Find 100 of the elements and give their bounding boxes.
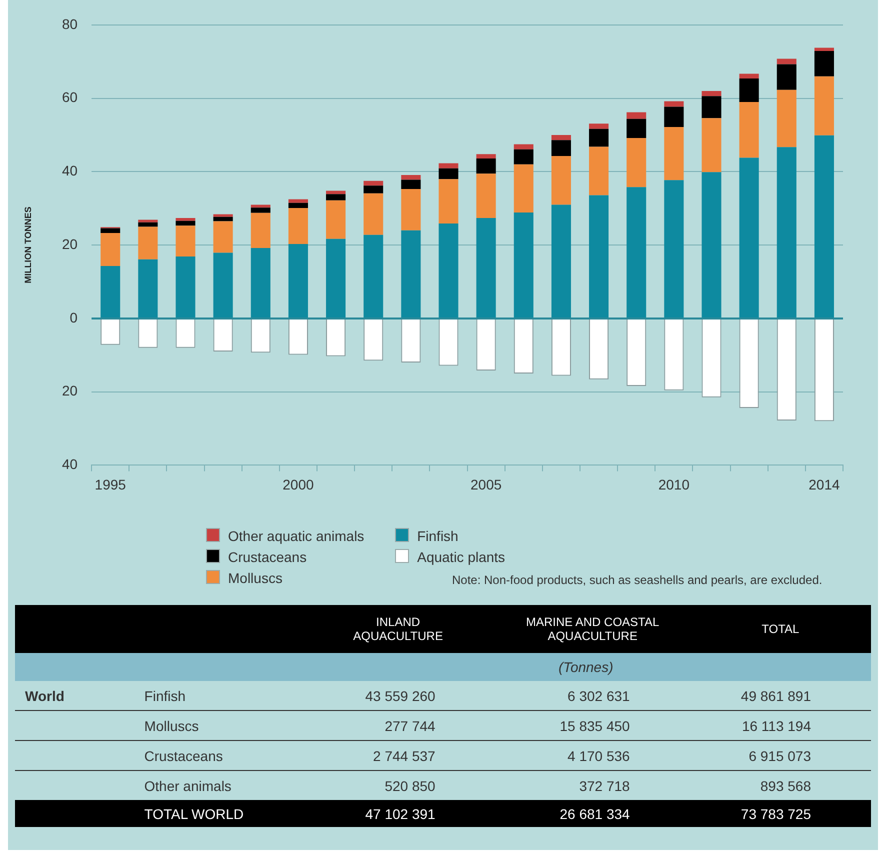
- bar: [288, 208, 308, 244]
- legend-label: Other aquatic animals: [227, 528, 366, 546]
- bar: [364, 180, 384, 186]
- bar: [438, 168, 458, 180]
- bar: [664, 106, 684, 127]
- bar: [401, 175, 421, 180]
- bar: [514, 212, 534, 318]
- legend-label: Aquatic plants: [416, 549, 506, 567]
- text: TOTAL WORLD: [134, 800, 301, 827]
- bar: [776, 90, 796, 148]
- bar: [100, 228, 120, 233]
- y-tick-label: 40: [62, 456, 78, 472]
- data-label: 26 681 334: [495, 800, 690, 827]
- bar: [626, 138, 646, 188]
- bar: [776, 64, 796, 90]
- x-tick-label: 2005: [470, 476, 502, 492]
- x-tick-label: 2000: [282, 476, 314, 492]
- data-label: 277 744: [300, 710, 496, 740]
- bar: [176, 226, 196, 256]
- data-label: 6 915 073: [690, 740, 871, 770]
- data-label: 47 102 391: [300, 800, 496, 827]
- data-label: 73 783 725: [690, 800, 871, 827]
- bar: [364, 234, 384, 318]
- text: Note: Non-food products, such as seashells and pearls, are excluded.: [452, 573, 822, 587]
- bar: [401, 188, 421, 230]
- data-label: 372 718: [578, 776, 631, 796]
- category-label: TOTAL: [690, 605, 871, 653]
- bar: [776, 147, 796, 318]
- y-tick-label: 0: [70, 309, 78, 326]
- category-label: MARINE AND COASTAL AQUACULTURE: [495, 605, 690, 653]
- bar: [213, 216, 233, 222]
- bar: [100, 266, 120, 318]
- bar: [438, 223, 458, 318]
- x-tick-label: 1995: [94, 476, 126, 492]
- bar: [476, 174, 496, 218]
- legend-label: Molluscs: [227, 570, 284, 588]
- bar: [438, 163, 458, 168]
- bar: [739, 78, 759, 102]
- bar: [551, 156, 571, 205]
- data-label: 4 170 536: [495, 740, 690, 770]
- bar: [814, 76, 834, 136]
- bar: [476, 154, 496, 159]
- x-tick-label: 2014: [808, 476, 840, 492]
- bar: [364, 193, 384, 235]
- bar: [589, 195, 609, 318]
- y-tick-label: 40: [62, 162, 78, 179]
- text: Molluscs: [134, 710, 301, 740]
- text: (Tonnes): [300, 653, 871, 681]
- bar: [514, 144, 534, 150]
- bar: [626, 118, 646, 138]
- bar: [326, 190, 346, 194]
- bar: [213, 252, 233, 318]
- bar: [250, 204, 270, 208]
- bar: [326, 194, 346, 200]
- bar: [176, 256, 196, 318]
- y-tick-label: 20: [62, 382, 78, 399]
- bar: [589, 146, 609, 196]
- bar: [664, 101, 684, 107]
- bar: [776, 58, 796, 64]
- text: Other animals: [143, 776, 232, 796]
- bar: [664, 126, 684, 180]
- bar: [702, 91, 722, 96]
- bar: [814, 135, 834, 318]
- bar: [250, 248, 270, 318]
- bar: [213, 221, 233, 253]
- bar: [326, 200, 346, 239]
- bar: [739, 158, 759, 318]
- bar: [213, 214, 233, 217]
- bar: [438, 179, 458, 224]
- bar: [514, 164, 534, 212]
- y-tick-label: 20: [62, 236, 78, 252]
- data-label: 15 835 450: [495, 710, 690, 740]
- legend-label: Finfish: [416, 528, 460, 546]
- data-label: 2 744 537: [300, 740, 496, 770]
- bar: [739, 102, 759, 158]
- bar: [814, 51, 834, 76]
- bar: [288, 244, 308, 318]
- y-axis-title: MILLION TONNES: [23, 206, 33, 286]
- bar: [702, 118, 722, 172]
- data-label: 520 850: [384, 776, 436, 796]
- bar: [702, 96, 722, 118]
- y-tick-label: 60: [62, 89, 78, 106]
- data-label: 49 861 891: [690, 681, 871, 710]
- text: World: [15, 681, 134, 710]
- bar: [138, 220, 158, 222]
- bar: [138, 226, 158, 260]
- x-tick-label: 2010: [658, 476, 690, 492]
- text: Crustaceans: [134, 740, 301, 770]
- bar: [551, 204, 571, 318]
- bar: [626, 187, 646, 318]
- bar: [476, 158, 496, 174]
- bar: [364, 186, 384, 194]
- bar: [401, 230, 421, 318]
- bar: [250, 208, 270, 213]
- bar: [176, 220, 196, 226]
- bar: [288, 202, 308, 208]
- data-label: 43 559 260: [300, 681, 496, 710]
- bar: [476, 218, 496, 318]
- data-label: 893 568: [759, 776, 812, 796]
- text: Finfish: [134, 681, 301, 710]
